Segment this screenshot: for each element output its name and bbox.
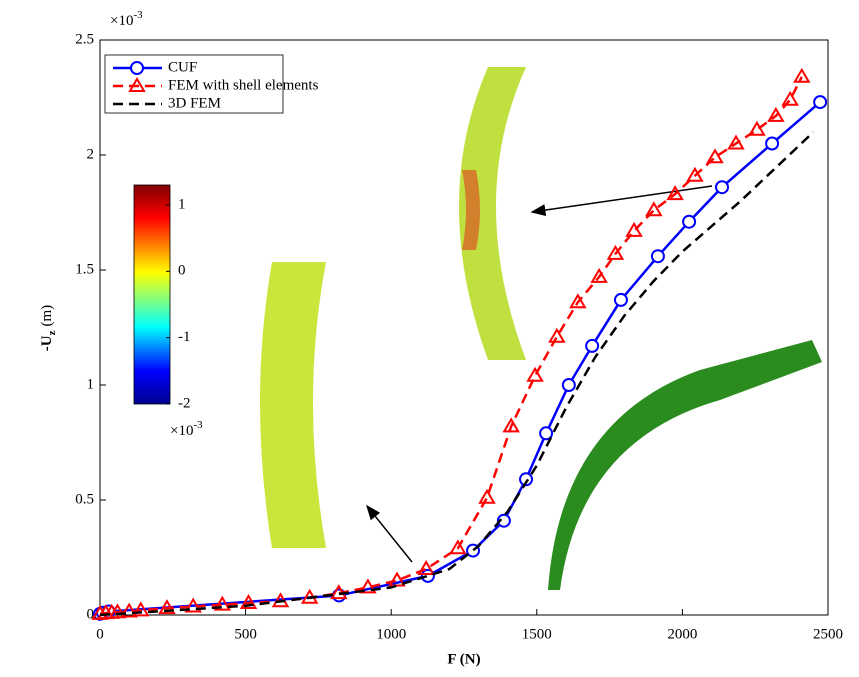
x-tick-label: 1500 (522, 626, 552, 642)
y-tick-label: 1.5 (75, 261, 94, 277)
colorbar-tick-label: 1 (178, 196, 186, 212)
data-point (795, 70, 809, 82)
colorbar-tick-label: -2 (178, 395, 191, 411)
legend-marker (131, 62, 143, 74)
arrow (367, 506, 412, 562)
y-exponent-power: -3 (133, 9, 143, 21)
data-point (563, 379, 575, 391)
data-point (652, 250, 664, 262)
x-axis-label: F (N) (447, 651, 480, 667)
y-tick-label: 0.5 (75, 491, 94, 507)
x-tick-label: 500 (234, 626, 257, 642)
x-tick-label: 2000 (667, 626, 697, 642)
chart: ×10-3 F (N) -Uz(m) ×10-3 050010001500200… (0, 0, 859, 672)
y-exponent-base: ×10 (110, 13, 133, 29)
data-point (716, 181, 728, 193)
colorbar-tick-label: -1 (178, 329, 191, 345)
data-point (750, 123, 764, 135)
x-tick-label: 2500 (813, 626, 843, 642)
legend-label: 3D FEM (168, 95, 221, 111)
plot-frame (100, 40, 828, 615)
colorbar (134, 185, 170, 404)
arrow (532, 186, 712, 212)
y-label-main: -U (39, 335, 55, 351)
y-label-sub: z (46, 330, 58, 335)
x-tick-label: 1000 (376, 626, 406, 642)
data-point (550, 330, 564, 342)
data-point (683, 216, 695, 228)
data-point (615, 294, 627, 306)
y-label-unit: (m) (39, 305, 55, 327)
data-point (708, 150, 722, 162)
y-exponent: ×10-3 (110, 9, 143, 30)
data-point (586, 340, 598, 352)
inset-beam (532, 340, 822, 590)
data-point (814, 96, 826, 108)
series-line (100, 77, 802, 614)
colorbar-tick-label: 0 (178, 263, 186, 279)
legend-label: FEM with shell elements (168, 77, 319, 93)
data-point (783, 93, 797, 105)
y-tick-label: 2.5 (75, 31, 94, 47)
series-line (100, 102, 820, 614)
colorbar-exponent-base: ×10 (170, 423, 193, 439)
colorbar-exponent: ×10-3 (170, 419, 203, 440)
data-point (766, 138, 778, 150)
data-point (528, 369, 542, 381)
y-axis-label: -Uz (m) (39, 305, 57, 351)
x-tick-label: 0 (96, 626, 104, 642)
y-tick-label: 1 (87, 376, 95, 392)
inset-plate (260, 262, 326, 548)
data-point (480, 491, 494, 503)
colorbar-exponent-power: -3 (193, 419, 203, 431)
y-tick-label: 2 (87, 146, 95, 162)
y-tick-label: 0 (87, 606, 95, 622)
insets (134, 67, 822, 590)
legend-label: CUF (168, 59, 197, 75)
